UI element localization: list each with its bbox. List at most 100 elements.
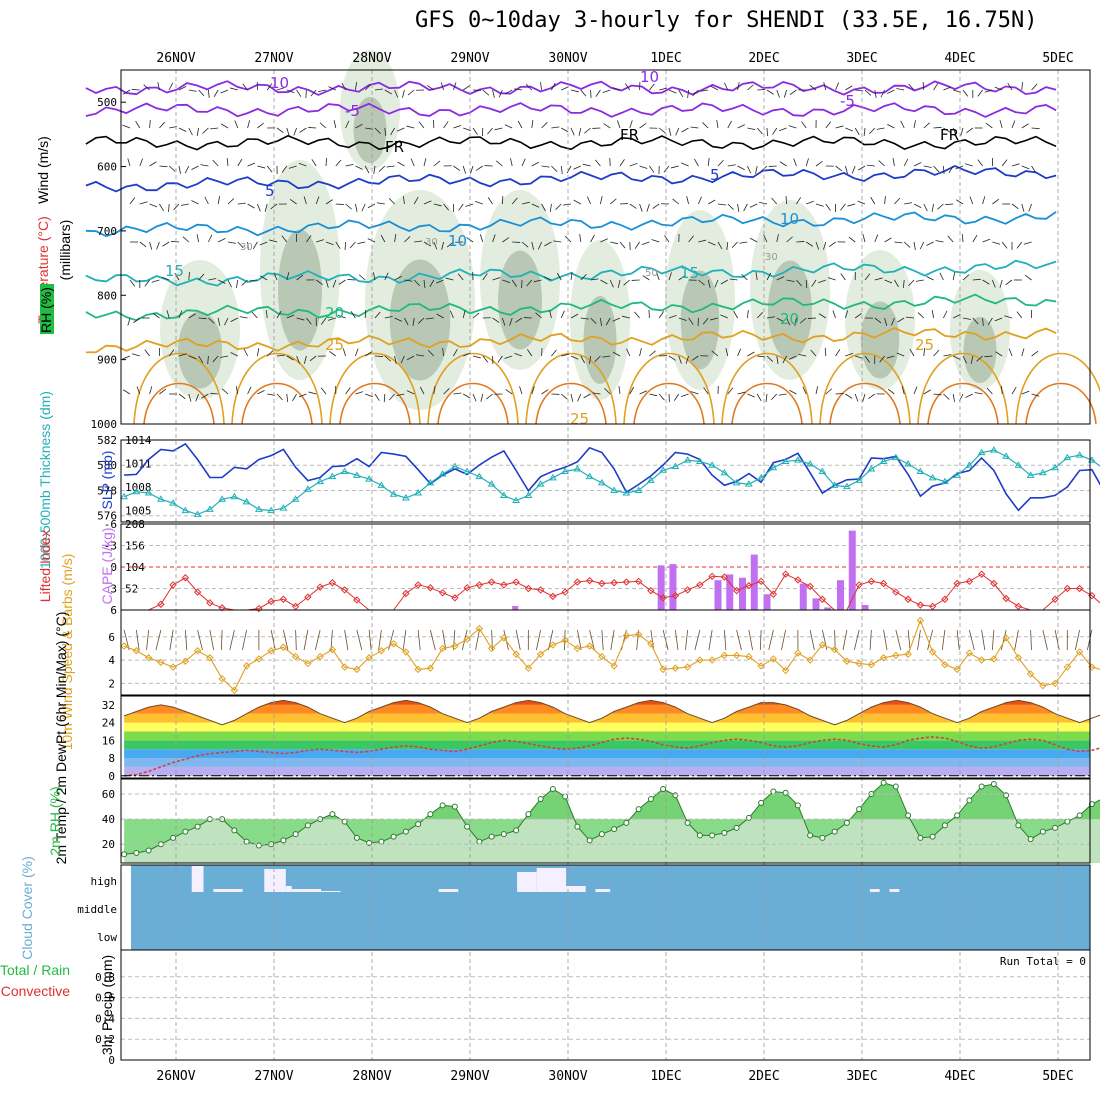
wind-barb-10m (956, 629, 960, 651)
wind-barb (541, 389, 549, 395)
wind-barb (453, 125, 462, 129)
wind-barb (570, 127, 575, 136)
thickness-point (646, 476, 655, 483)
contour-label: 5 (710, 166, 720, 184)
wind-barb (956, 199, 964, 205)
rh-point (905, 812, 912, 819)
li-point (941, 595, 949, 603)
isotherm-5 (85, 165, 1057, 193)
contour-label: 20 (325, 304, 344, 322)
wind-barb (560, 310, 565, 319)
thickness-point (891, 453, 900, 461)
wind-barb (972, 278, 981, 281)
wind-barb (310, 89, 317, 97)
thickness-point (928, 473, 937, 481)
wind-barb-10m (295, 629, 297, 651)
wind-barb (1028, 203, 1032, 212)
wind-barb (708, 241, 716, 246)
wind-barb (766, 89, 774, 95)
wind-barb (992, 241, 1001, 245)
wind-barb (894, 279, 899, 288)
li-point (279, 595, 288, 603)
wind-barb (504, 124, 513, 129)
wind-barb (917, 312, 925, 319)
li-tick: -3 (104, 540, 117, 553)
wind-barb (741, 274, 748, 281)
wind-barb (984, 355, 993, 358)
wind-barb (344, 241, 346, 251)
wind-barb (299, 127, 307, 133)
wind-barb (691, 355, 699, 361)
date-top-28NOV: 28NOV (352, 51, 391, 66)
rh-point (856, 806, 863, 813)
wind-barb (337, 314, 346, 319)
slp-line (124, 442, 1100, 512)
thickness-point (818, 467, 827, 475)
wind-barb (731, 241, 738, 249)
cape-bar (669, 564, 677, 610)
wind-barb (864, 355, 871, 363)
wind-speed-point (561, 636, 569, 644)
wind-barb (913, 162, 922, 167)
precip-run-total: Run Total = 0 (1000, 955, 1086, 968)
wind-barb (570, 89, 579, 93)
temp-tick: 0 (108, 770, 115, 783)
wind-barb (472, 393, 477, 402)
wind-barb (531, 241, 534, 250)
wind-barb (908, 279, 915, 287)
wind-barb (923, 122, 931, 129)
wind-barb (397, 161, 405, 167)
wind-barb-10m (685, 629, 689, 651)
wind-barb (711, 350, 719, 357)
wind-barb (894, 241, 903, 244)
wind-barb (531, 120, 534, 129)
contour-25-arch-6 (721, 352, 813, 425)
wind-barb (198, 355, 204, 363)
wind-barb (218, 238, 226, 243)
wind-barb (276, 393, 283, 401)
wind-barb (999, 120, 1003, 129)
rh-point (488, 833, 495, 840)
wind-barb (281, 165, 288, 173)
wind-barb (196, 234, 199, 243)
wind-barb-10m (184, 629, 188, 651)
precip-tick: 0.8 (95, 971, 115, 984)
thickness-point (181, 506, 190, 514)
wind-barb (757, 355, 766, 358)
wind-barb (357, 241, 366, 245)
thickness-point (242, 497, 251, 505)
thickness-point (401, 494, 410, 501)
wind-barb (266, 165, 273, 173)
rh-point (586, 837, 593, 844)
wind-barb (191, 165, 199, 170)
cape-bar (739, 577, 746, 610)
wind-speed-point (585, 642, 594, 650)
slp-ylabel: SLP (mb) (99, 451, 115, 510)
wind-barb (621, 315, 630, 319)
wind-barb (257, 122, 264, 129)
wind-barb (286, 89, 295, 94)
wind-barb (668, 89, 677, 94)
wind-speed-point (745, 652, 753, 661)
contour-30-arch-6 (731, 382, 803, 425)
wind-barb (541, 122, 548, 129)
li-point (585, 576, 594, 585)
thickness-point (169, 499, 178, 506)
wind-barb (982, 279, 990, 285)
cape-bar (799, 583, 807, 610)
wind-barb (252, 241, 258, 250)
date-top-26NOV: 26NOV (156, 51, 195, 66)
wind-barb (170, 240, 180, 243)
contour-30-arch-8 (927, 382, 999, 425)
panel-frame-precip (120, 949, 1091, 1061)
wind-barb (276, 87, 285, 91)
wind-barb (1023, 241, 1032, 245)
rh-point (280, 837, 287, 844)
wind-barb (600, 317, 602, 326)
wind-barb (229, 87, 238, 91)
wind-barb-10m (883, 629, 888, 651)
wind-barb (247, 386, 252, 395)
wind-barb-10m (242, 629, 248, 651)
wind-barb (848, 236, 856, 243)
thickness-point (1026, 471, 1035, 478)
